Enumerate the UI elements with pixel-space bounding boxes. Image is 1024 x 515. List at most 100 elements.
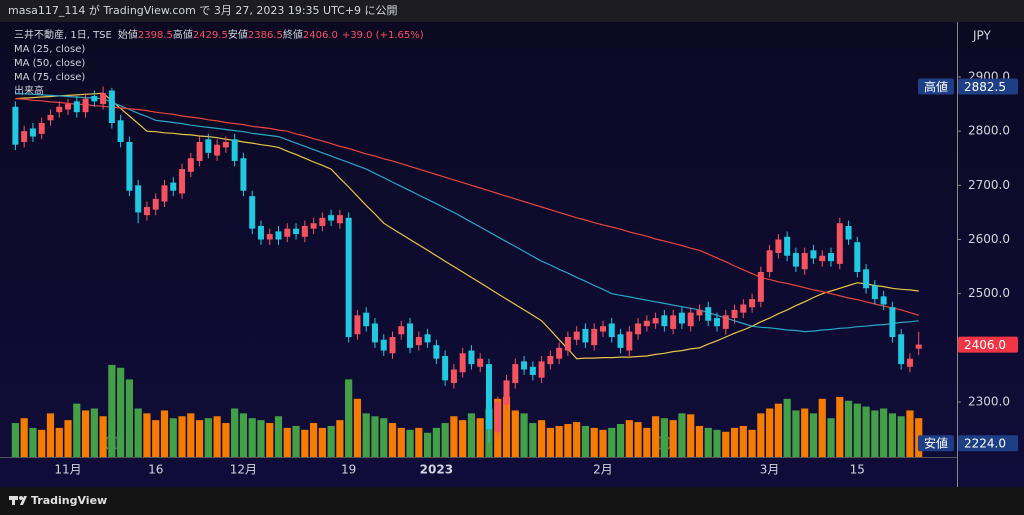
- candle-body: [863, 269, 870, 289]
- candle-body: [880, 296, 887, 305]
- volume-bar: [81, 410, 90, 457]
- volume-bar: [862, 406, 870, 457]
- chart-area: [0, 22, 1024, 487]
- volume-bar: [11, 423, 19, 457]
- symbol: 三井不動産, 1日, TSE: [14, 28, 112, 41]
- candle-body: [205, 139, 212, 153]
- volume-bar: [213, 416, 221, 457]
- candle-body: [696, 309, 703, 316]
- candle-body: [371, 323, 378, 343]
- x-tick-label: 11月: [54, 463, 81, 477]
- footer: [0, 487, 1024, 515]
- candle-body: [450, 369, 457, 384]
- volume-bar: [616, 424, 625, 457]
- volume-bar: [432, 427, 440, 457]
- candle-body: [678, 312, 685, 324]
- x-tick-label: 2023: [420, 463, 453, 477]
- volume-bar: [55, 427, 63, 457]
- volume-bar: [345, 379, 353, 457]
- volume-bar: [292, 425, 300, 457]
- x-tick-label: 2月: [593, 463, 613, 477]
- volume-bar: [722, 431, 730, 457]
- candle-body: [705, 307, 712, 321]
- candle-body: [345, 217, 352, 338]
- candle-body: [635, 323, 642, 335]
- candle-body: [91, 95, 98, 102]
- candle-body: [231, 139, 238, 161]
- candle-body: [582, 328, 589, 343]
- volume-bar: [652, 416, 660, 457]
- volume-bar: [231, 408, 239, 457]
- volume-bar: [801, 408, 809, 457]
- candle-body: [100, 93, 107, 105]
- ohlc-value: 2398.5: [138, 30, 173, 41]
- y-tick-label: 2700.0: [968, 178, 1010, 192]
- candle-body: [521, 361, 528, 370]
- candle-body: [810, 250, 817, 259]
- candle-body: [21, 131, 28, 142]
- volume-bar: [502, 396, 511, 457]
- volume-bar: [827, 418, 835, 457]
- volume-bar: [476, 418, 484, 457]
- candle-body: [161, 185, 168, 202]
- volume-bar: [309, 423, 318, 457]
- volume-bar: [906, 410, 914, 457]
- volume-bar: [20, 418, 28, 457]
- volume-bar: [423, 432, 432, 457]
- top-bar: [0, 0, 1024, 22]
- volume-bar: [222, 423, 230, 457]
- volume-bar: [441, 423, 449, 457]
- legend-series: MA (25, close): [14, 44, 85, 55]
- volume-bar: [880, 408, 888, 457]
- candle-body: [766, 250, 773, 273]
- candle-body: [468, 350, 475, 365]
- candle-body: [819, 255, 826, 262]
- candle-body: [898, 334, 905, 365]
- volume-bar: [274, 416, 283, 457]
- volume-bar: [117, 367, 125, 457]
- ohlc-value: 2429.5: [193, 30, 228, 41]
- candle-body: [714, 318, 720, 327]
- ohlc-name: 安値: [228, 28, 248, 41]
- candle-body: [389, 337, 396, 354]
- volume-bar: [529, 423, 537, 457]
- volume-bar: [362, 413, 370, 457]
- candle-body: [424, 334, 431, 343]
- candle-body: [257, 225, 264, 240]
- x-tick-label: 16: [148, 463, 163, 477]
- volume-bar: [669, 420, 677, 457]
- candle-body: [722, 315, 729, 329]
- candle-body: [845, 225, 852, 240]
- volume-bar: [459, 420, 467, 457]
- volume-bar: [546, 427, 554, 457]
- candle-body: [126, 141, 133, 191]
- volume-bar: [90, 408, 98, 457]
- candle-body: [249, 196, 256, 229]
- candle-body: [47, 114, 54, 121]
- volume-bar: [143, 413, 151, 457]
- volume-bar: [327, 425, 335, 457]
- candle-body: [442, 355, 449, 381]
- candle-body: [889, 307, 896, 338]
- candle-body: [477, 358, 484, 367]
- volume-bar: [643, 427, 651, 457]
- volume-bar: [871, 410, 879, 457]
- candle-body: [363, 312, 370, 327]
- volume-bar: [353, 398, 362, 457]
- candle-body: [187, 158, 194, 172]
- volume-bar: [46, 413, 55, 457]
- volume-bar: [766, 408, 774, 457]
- candle-body: [117, 120, 124, 142]
- volume-bar: [388, 423, 397, 457]
- candle-body: [617, 334, 624, 348]
- volume-bar: [73, 403, 81, 457]
- price-tag-label: 2224.0: [964, 437, 1006, 451]
- x-tick-label: 12月: [230, 463, 257, 477]
- candle-body: [433, 345, 440, 359]
- candle-body: [784, 236, 791, 256]
- volume-bar: [897, 416, 905, 457]
- y-tick-label: 2800.0: [968, 124, 1010, 138]
- candle-body: [687, 312, 694, 327]
- volume-bar: [818, 398, 826, 457]
